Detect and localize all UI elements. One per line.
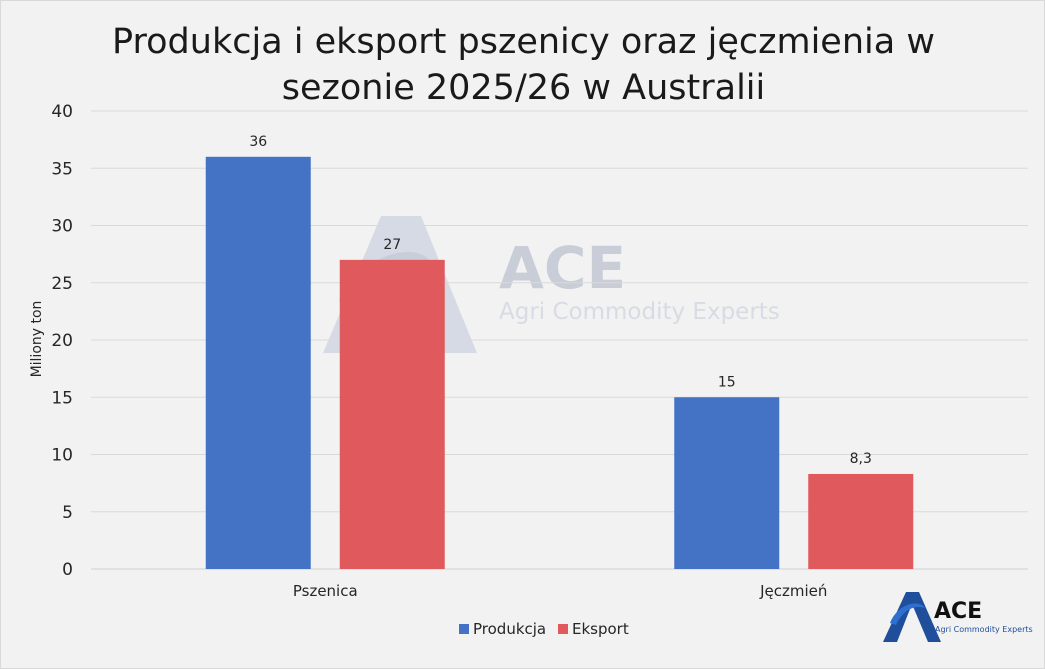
- bar-produkcja-1: [674, 397, 780, 569]
- logo-title: ACE: [934, 599, 982, 624]
- watermark-subtitle: Agri Commodity Experts: [499, 299, 780, 325]
- chart-title: Produkcja i eksport pszenicy oraz jęczmi…: [112, 22, 935, 108]
- y-tick-label: 25: [51, 274, 73, 294]
- y-tick-label: 5: [62, 503, 73, 523]
- legend-label: Eksport: [572, 620, 629, 638]
- legend: Produkcja Eksport: [459, 620, 629, 638]
- legend-label: Produkcja: [473, 620, 546, 638]
- legend-swatch-eksport: [558, 624, 568, 634]
- ace-logo-icon: [883, 592, 941, 642]
- bar-produkcja-0: [205, 156, 311, 570]
- y-tick-label: 20: [51, 331, 73, 351]
- x-category-label: Jęczmień: [759, 582, 827, 600]
- y-tick-label: 30: [51, 217, 73, 237]
- ace-logo: ACE Agri Commodity Experts: [883, 592, 1033, 642]
- bar-eksport-0: [339, 259, 445, 569]
- y-tick-label: 35: [51, 159, 73, 179]
- bar-eksport-1: [808, 473, 914, 569]
- data-label: 36: [249, 134, 267, 150]
- y-tick-label: 15: [51, 388, 73, 408]
- y-tick-label: 10: [51, 446, 73, 466]
- y-axis-ticks: 0 5 10 15 20 25 30 35 40: [51, 102, 73, 580]
- data-label: 15: [718, 374, 736, 390]
- bars: [205, 156, 914, 570]
- x-axis-categories: Pszenica Jęczmień: [293, 582, 828, 600]
- data-label: 27: [383, 237, 401, 253]
- legend-swatch-produkcja: [459, 624, 469, 634]
- data-labels: 36 27 15 8,3: [249, 134, 872, 467]
- logo-subtitle: Agri Commodity Experts: [935, 625, 1033, 634]
- watermark-title: ACE: [499, 234, 626, 302]
- y-tick-label: 0: [62, 560, 73, 580]
- x-category-label: Pszenica: [293, 582, 358, 600]
- y-tick-label: 40: [51, 102, 73, 122]
- data-label: 8,3: [850, 451, 872, 467]
- y-axis-label: Miliony ton: [29, 301, 45, 378]
